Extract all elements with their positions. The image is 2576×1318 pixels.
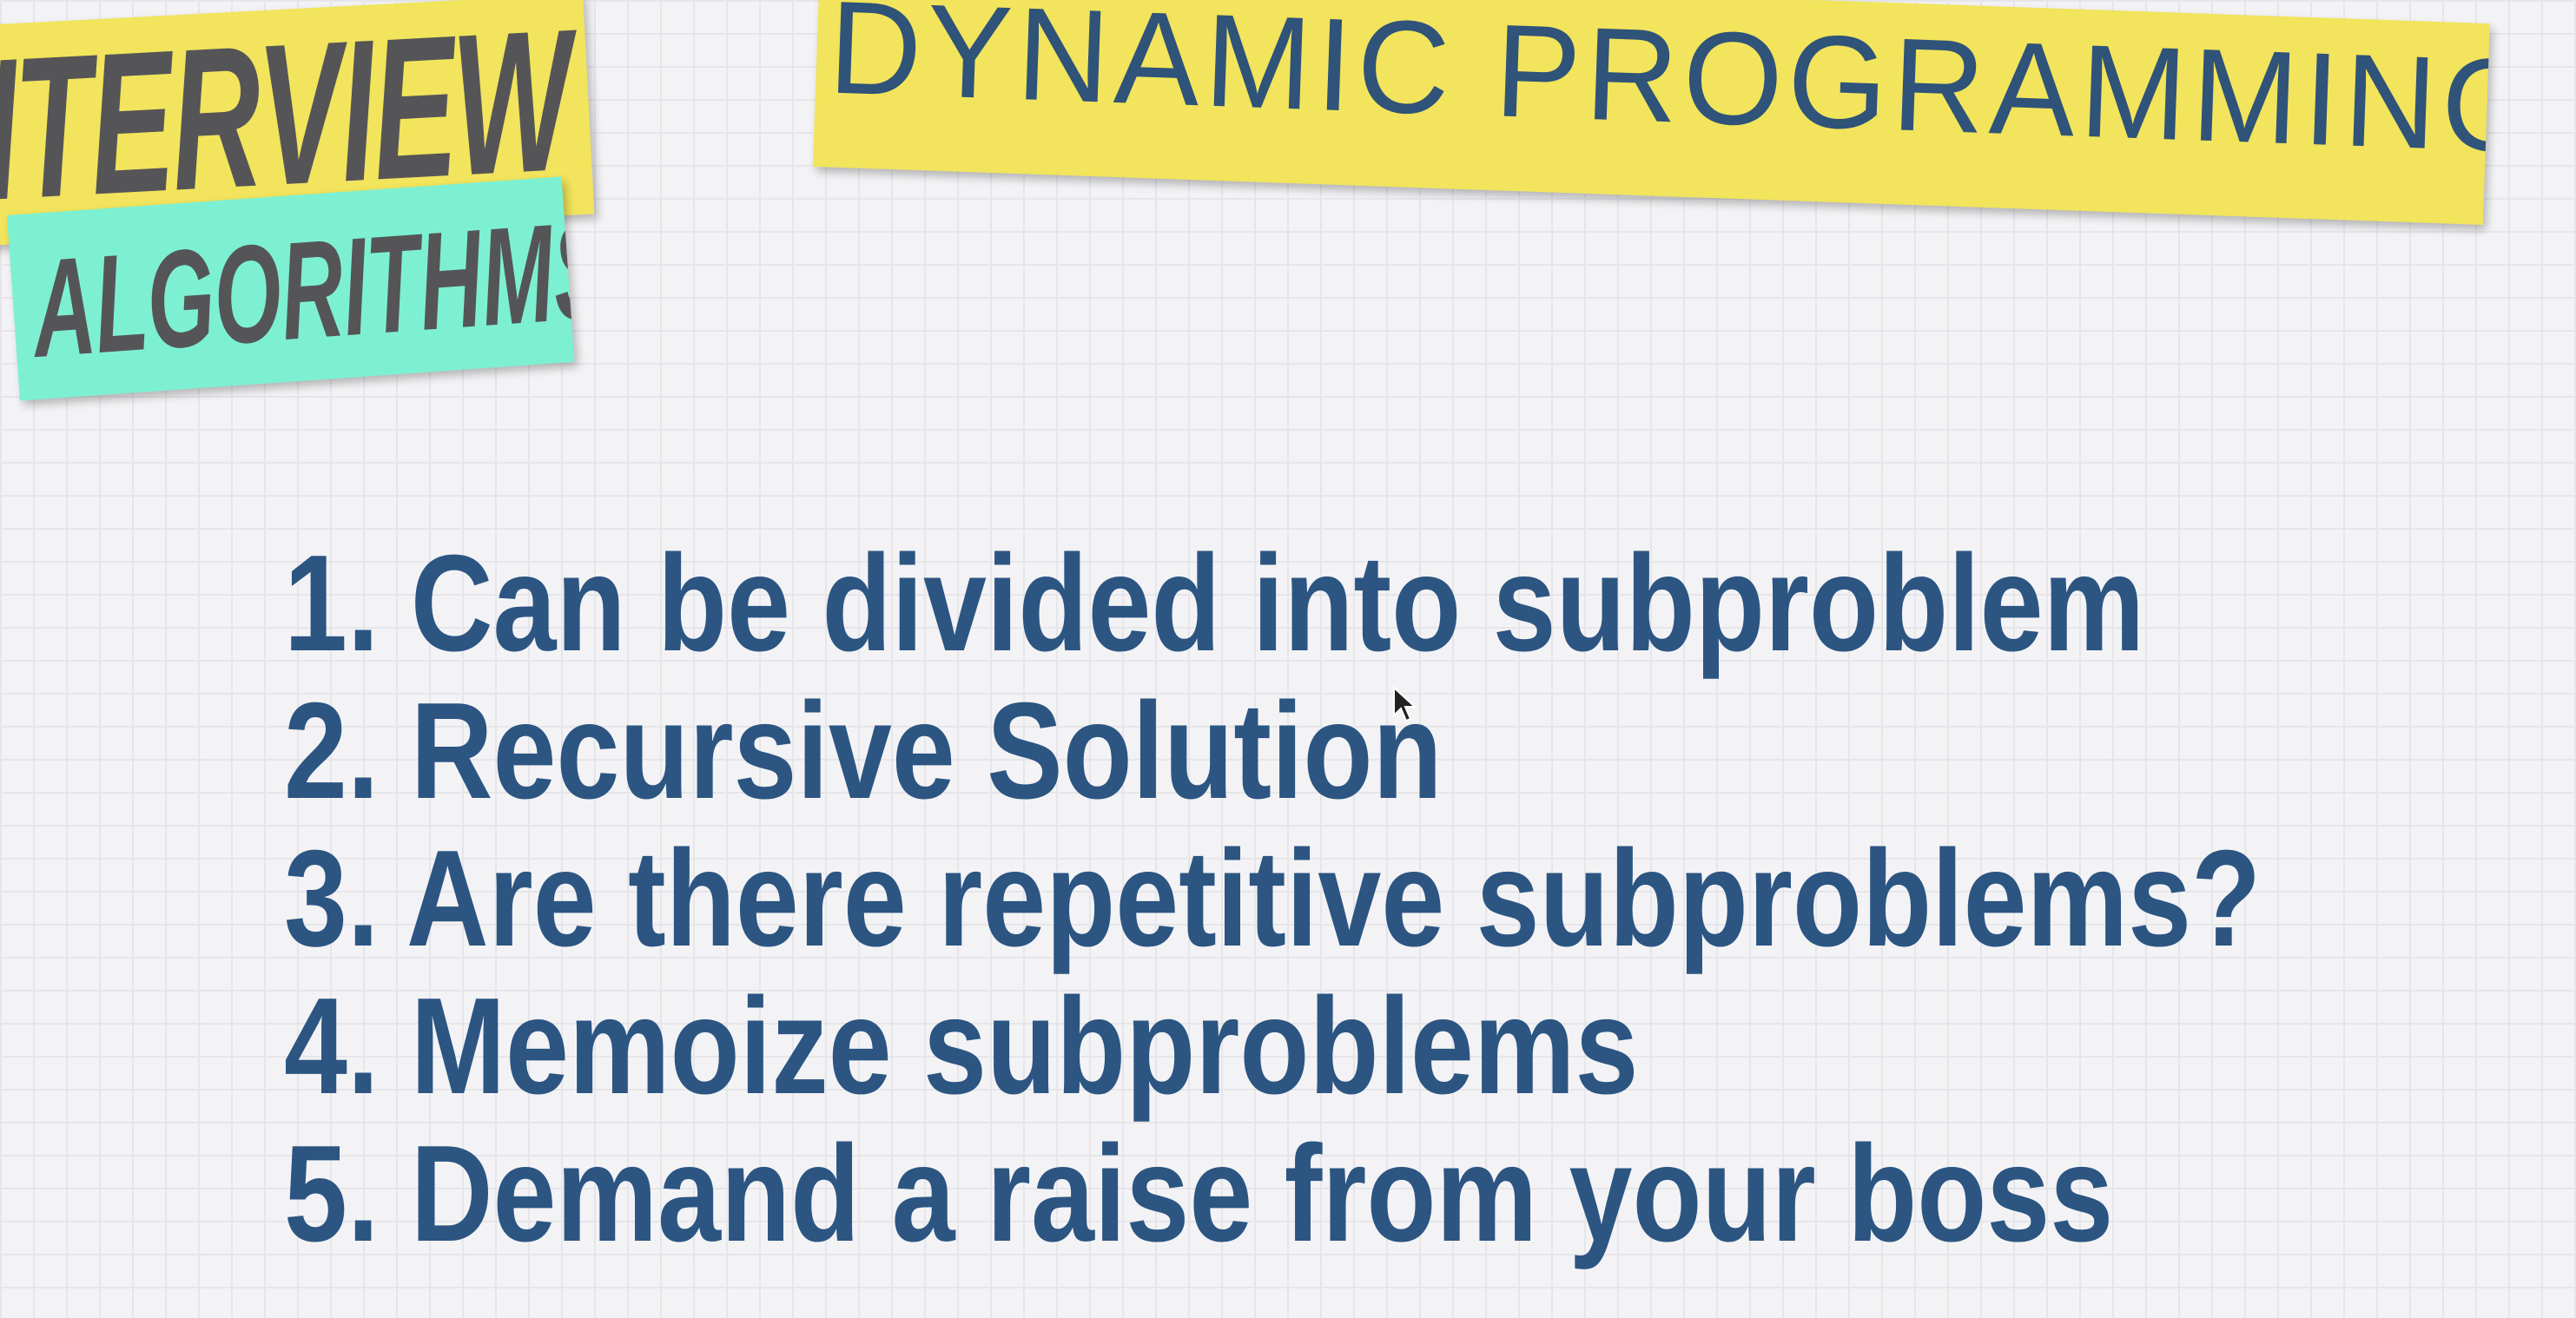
steps-list: 1. Can be divided into subproblem 2. Recu… — [284, 530, 2576, 1268]
logo-bottom: ALGORITHMS — [7, 176, 575, 401]
step-item: 1. Can be divided into subproblem — [284, 527, 2145, 680]
step-item: 3. Are there repetitive subproblems? — [284, 822, 2262, 975]
logo-text: ALGORITHMS — [27, 190, 575, 386]
step-item: 5. Demand a raise from your boss — [284, 1117, 2114, 1270]
mouse-cursor — [1393, 686, 1417, 722]
step-item: 4. Memoize subproblems — [284, 970, 1639, 1123]
step-item: 2. Recursive Solution — [284, 675, 1443, 827]
title-banner: DYNAMIC PROGRAMMING — [812, 0, 2490, 226]
title: DYNAMIC PROGRAMMING — [826, 0, 2490, 181]
